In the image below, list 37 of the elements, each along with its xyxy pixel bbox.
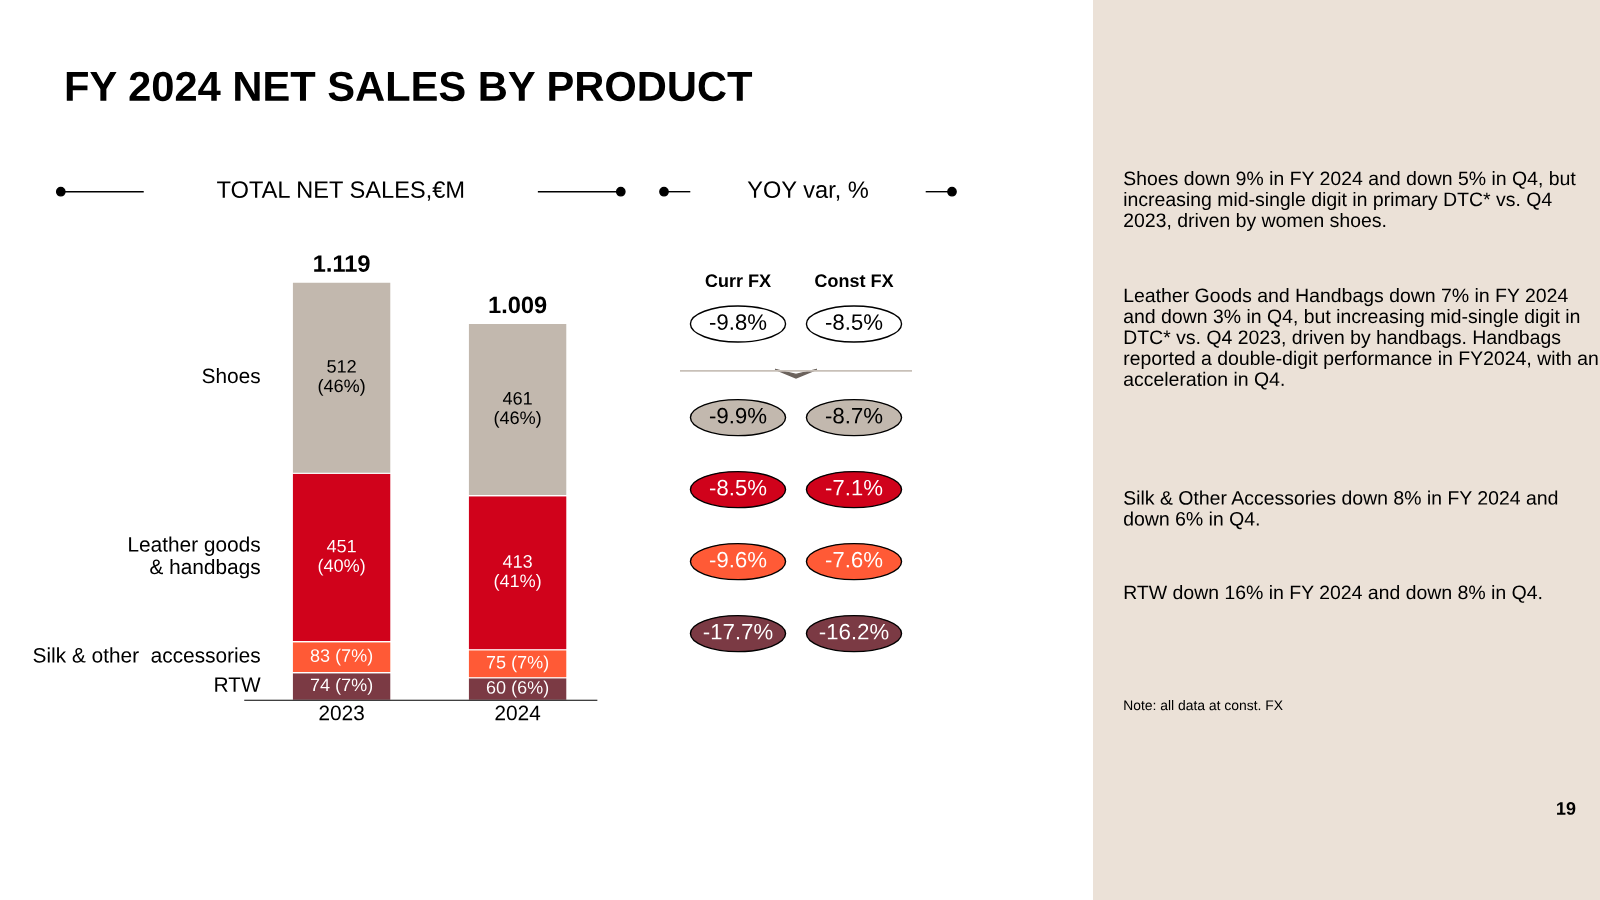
category-label: Const FX [815,274,894,288]
data-label: -8.7% [825,407,883,424]
x-tick-label: 2023 [319,705,364,721]
data-label: -8.5% [825,314,883,330]
text: YOY var, % [747,181,868,201]
data-label: 413 (41%) [494,555,541,591]
chart-title: FY 2024 NET SALES BY PRODUCT [66,71,753,102]
data-label: 461 (46%) [494,391,541,428]
annotation: 1.009 [489,296,547,314]
data-label: 512 (46%) [318,360,365,396]
text: Leather Goods and Handbags down 7% in FY 2024 and down 3% in Q4, but increasing mid-single digit in DTC* vs. Q4 2023, driven by handbags. Handbags reported a double-digit performance in FY2024, with an acceleration in Q4. [1124,288,1598,390]
data-label: -16.2% [819,623,889,640]
text: 19 [1557,802,1576,815]
data-label: 451 (40%) [318,539,365,576]
series-label: Shoes [202,367,260,384]
text: RTW down 16% in FY 2024 and down 8% in Q4. [1124,585,1542,603]
data-label: 75 (7%) [486,655,549,673]
chart-subtitle: TOTAL NET SALES,€M [217,181,464,201]
data-label: -8.5% [709,479,767,496]
data-label: -17.7% [703,623,773,640]
series-label: RTW [215,677,261,692]
x-tick-label: 2024 [495,705,541,721]
text: Silk & Other Accessories down 8% in FY 2024 and down 6% in Q4. [1124,490,1558,530]
category-label: Curr FX [705,274,771,288]
series-label: Leather goods & handbags [129,536,260,579]
data-label: -9.8% [709,314,767,330]
text: Note: all data at const. FX [1124,700,1283,711]
annotation: 1.119 [314,255,370,272]
data-label: 83 (7%) [310,648,373,666]
data-label: -7.6% [825,551,883,568]
series-label: Silk & other accessories [33,647,260,663]
text: Shoes down 9% in FY 2024 and down 5% in Q4, but increasing mid-single digit in primary DTC* vs. Q4 2023, driven by women shoes. [1124,171,1576,232]
data-label: -9.9% [709,407,767,424]
data-label: 60 (6%) [486,680,549,698]
data-label: -9.6% [709,551,767,568]
data-label: 74 (7%) [310,677,373,695]
data-label: -7.1% [825,479,883,496]
